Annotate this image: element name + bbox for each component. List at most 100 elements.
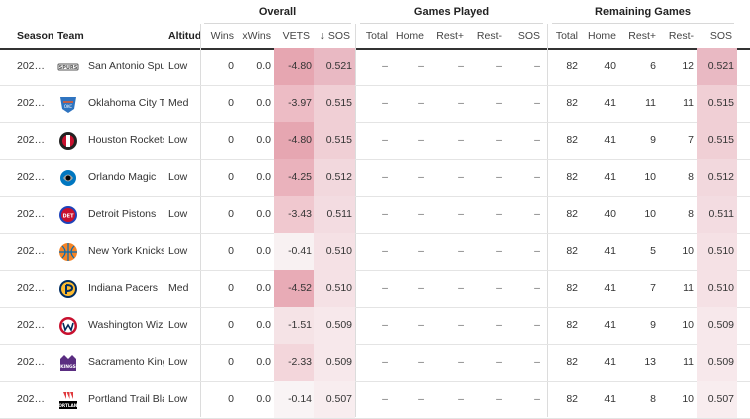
group-overall-label: Overall (258, 6, 297, 18)
cell-rg-home: 41 (604, 171, 616, 183)
cell-wins: 0 (228, 134, 234, 146)
cell-gp-sos: – (534, 245, 540, 257)
cell-team: Indiana Pacers (88, 282, 159, 294)
cell-vets: -0.41 (274, 233, 314, 270)
cell-season: 202… (17, 208, 46, 220)
cell-gp-sos: – (534, 393, 540, 405)
table-row[interactable]: 202… Med 0 0.0 – – – – – 82 41 11 11 OKC Oklahoma City… (0, 85, 750, 123)
svg-text:OKC: OKC (64, 104, 73, 109)
cell-vets: -4.25 (274, 159, 314, 196)
cell-rg-total: 82 (566, 245, 578, 257)
header-gp-sos[interactable]: SOS (517, 30, 540, 42)
cell-gp-total: – (382, 282, 388, 294)
cell-altitude: Med (168, 97, 189, 109)
cell-vets: -1.51 (274, 307, 314, 344)
cell-rg-sos: 0.515 (697, 122, 737, 159)
cell-rg-total: 82 (566, 208, 578, 220)
cell-gp-rest-plus: – (458, 208, 464, 220)
header-rg-home[interactable]: Home (587, 30, 616, 42)
group-games-played-label: Games Played (413, 6, 490, 18)
header-season[interactable]: Season (17, 30, 53, 42)
cell-sos: 0.510 (314, 233, 355, 270)
cell-altitude: Low (168, 134, 188, 146)
rockets-logo-icon (57, 130, 79, 152)
cell-vets: -4.80 (274, 48, 314, 85)
cell-team: Orlando Magic (88, 171, 157, 183)
cell-wins: 0 (228, 356, 234, 368)
cell-rg-sos: 0.511 (697, 196, 737, 233)
cell-season: 202… (17, 171, 46, 183)
header-sos-sorted[interactable]: ↓ SOS (319, 30, 350, 42)
cell-gp-sos: – (534, 97, 540, 109)
cell-gp-rest-minus: – (496, 282, 502, 294)
header-vets[interactable]: VETS (282, 30, 310, 42)
cell-rg-sos: 0.507 (697, 381, 737, 418)
cell-team: Sacramento King (88, 356, 164, 368)
cell-gp-rest-plus: – (458, 356, 464, 368)
svg-text:SPURS: SPURS (59, 65, 78, 71)
group-games-played: Games Played (356, 0, 547, 24)
cell-vets: -3.43 (274, 196, 314, 233)
cell-gp-total: – (382, 319, 388, 331)
cell-gp-home: – (418, 356, 424, 368)
cell-rg-sos: 0.509 (697, 307, 737, 344)
kings-logo-icon: KINGS (57, 352, 79, 374)
table-row[interactable]: 202… Low 0 0.0 – – – – – 82 41 8 10 PORTLAND Portland … (0, 381, 750, 419)
cell-gp-rest-plus: – (458, 319, 464, 331)
cell-rg-rest-minus: 12 (682, 60, 694, 72)
cell-rg-rest-plus: 10 (644, 208, 656, 220)
header-rg-sos[interactable]: SOS (709, 30, 732, 42)
group-overall-underline (204, 23, 351, 24)
header-gp-home[interactable]: Home (395, 30, 424, 42)
table-row[interactable]: 202… Low 0 0.0 – – – – – 82 41 5 10 New York Knicks -0… (0, 233, 750, 271)
header-gp-rest-minus[interactable]: Rest- (476, 30, 502, 42)
header-gp-total[interactable]: Total (365, 30, 388, 42)
cell-altitude: Low (168, 393, 188, 405)
cell-rg-rest-minus: 11 (683, 356, 694, 368)
cell-gp-total: – (382, 60, 388, 72)
header-gp-rest-plus[interactable]: Rest+ (436, 30, 464, 42)
cell-season: 202… (17, 393, 46, 405)
table-row[interactable]: 202… Low 0 0.0 – – – – – 82 41 9 7 Houston Rockets -4.… (0, 122, 750, 160)
group-remaining-games: Remaining Games (548, 0, 738, 24)
header-rg-rest-minus[interactable]: Rest- (668, 30, 694, 42)
header-rg-total[interactable]: Total (555, 30, 578, 42)
cell-gp-total: – (382, 171, 388, 183)
cell-rg-rest-minus: 10 (682, 245, 694, 257)
cell-rg-rest-minus: 7 (688, 134, 694, 146)
table-row[interactable]: 202… Low 0 0.0 – – – – – 82 40 10 8 DET Detroit Piston… (0, 196, 750, 234)
cell-gp-rest-minus: – (496, 319, 502, 331)
cell-gp-home: – (418, 134, 424, 146)
cell-rg-rest-plus: 9 (650, 134, 656, 146)
cell-gp-total: – (382, 245, 388, 257)
cell-rg-sos: 0.510 (697, 270, 737, 307)
cell-rg-total: 82 (566, 171, 578, 183)
cell-gp-total: – (382, 393, 388, 405)
cell-rg-home: 41 (604, 393, 616, 405)
cell-wins: 0 (228, 171, 234, 183)
header-rg-rest-plus[interactable]: Rest+ (628, 30, 656, 42)
cell-gp-home: – (418, 282, 424, 294)
table-row[interactable]: 202… Med 0 0.0 – – – – – 82 41 7 11 Indiana Pacers -4.… (0, 270, 750, 308)
cell-team: Washington Wiz (88, 319, 164, 331)
cell-rg-total: 82 (566, 319, 578, 331)
pacers-logo-icon (57, 278, 79, 300)
cell-season: 202… (17, 245, 46, 257)
table-row[interactable]: 202… Low 0 0.0 – – – – – 82 41 13 11 KINGS Sacramento … (0, 344, 750, 382)
table-row[interactable]: 202… Low 0 0.0 – – – – – 82 41 10 8 Orlando Magic -4.2… (0, 159, 750, 197)
cell-vets: -2.33 (274, 344, 314, 381)
header-wins[interactable]: Wins (210, 30, 234, 42)
group-remaining-games-label: Remaining Games (595, 6, 691, 18)
table-row[interactable]: 202… Low 0 0.0 – – – – – 82 41 9 10 Washington Wiz -1.… (0, 307, 750, 345)
table-row[interactable]: 202… Low 0 0.0 – – – – – 82 40 6 12 SPURS San Antonio … (0, 48, 750, 86)
header-xwins[interactable]: xWins (242, 30, 271, 42)
cell-vets: -4.52 (274, 270, 314, 307)
cell-gp-rest-plus: – (458, 282, 464, 294)
pistons-logo-icon: DET (57, 204, 79, 226)
cell-gp-home: – (418, 319, 424, 331)
cell-altitude: Low (168, 171, 188, 183)
cell-sos: 0.510 (314, 270, 355, 307)
header-team[interactable]: Team (57, 30, 84, 42)
header-altitude[interactable]: Altitud (168, 30, 200, 42)
